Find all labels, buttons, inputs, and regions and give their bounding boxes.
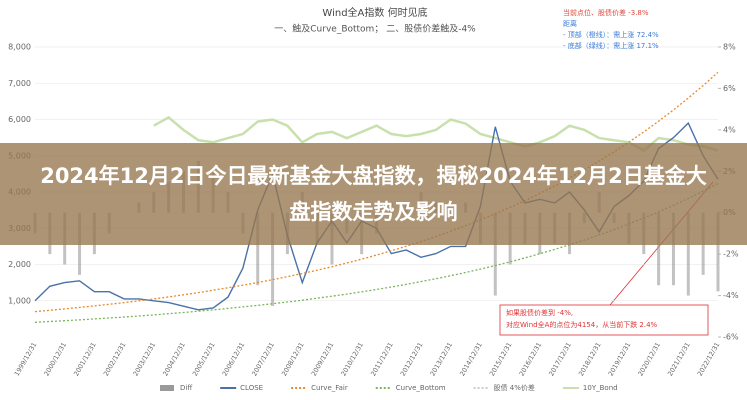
x-tick-label: 2021/12/31: [666, 341, 692, 377]
diff-bar: [271, 212, 275, 306]
y-tick-label: 7,000: [8, 79, 31, 88]
diff-bar: [657, 212, 661, 286]
x-tick-label: 2016/12/31: [518, 341, 544, 377]
diff-bar: [671, 212, 675, 286]
x-tick-label: 2014/12/31: [458, 341, 484, 377]
legend-label: Diff: [180, 384, 192, 392]
y2-tick-label: -4%: [723, 291, 739, 300]
x-tick-label: 2011/12/31: [369, 341, 395, 377]
banner-title: 2024年12月2日今日最新基金大盘指数，揭秘2024年12月2日基金大盘指数走…: [40, 164, 707, 224]
y2-tick-label: 4%: [723, 125, 736, 134]
legend-label: Curve_Fair: [311, 384, 348, 392]
diff-bar: [716, 212, 720, 292]
annotation-text: 距离: [563, 19, 577, 28]
diff-bar: [256, 212, 260, 286]
x-tick-label: 2003/12/31: [132, 341, 158, 377]
legend-label: Curve_Bottom: [396, 384, 446, 392]
x-tick-label: 2009/12/31: [310, 341, 336, 377]
x-tick-label: 2001/12/31: [72, 341, 98, 377]
legend-label: 股债 4%价差: [494, 383, 535, 392]
x-tick-label: 2000/12/31: [42, 341, 68, 377]
legend-label: CLOSE: [240, 384, 263, 392]
diff-bar: [493, 212, 497, 296]
x-tick-label: 1999/12/31: [13, 341, 39, 377]
y2-tick-label: 8%: [723, 43, 736, 52]
legend-label: 10Y_Bond: [583, 384, 618, 392]
chart-title: Wind全A指数 何时见底: [322, 6, 427, 19]
x-tick-label: 2012/12/31: [399, 341, 425, 377]
legend-swatch: [160, 385, 174, 391]
y2-tick-label: -6%: [723, 333, 739, 342]
x-tick-label: 2020/12/31: [636, 341, 662, 377]
y-tick-label: 8,000: [8, 43, 31, 52]
x-tick-label: 2002/12/31: [102, 341, 128, 377]
x-tick-label: 2019/12/31: [607, 341, 633, 377]
x-tick-label: 2022/12/31: [696, 341, 722, 377]
x-tick-label: 2005/12/31: [191, 341, 217, 377]
annotation-box: [499, 304, 709, 336]
y-tick-label: 6,000: [8, 115, 31, 124]
x-tick-label: 2004/12/31: [161, 341, 187, 377]
annotation-text: 当前点位、股债价差 -3.8%: [563, 8, 649, 17]
y-tick-label: 2,000: [8, 260, 31, 269]
y2-tick-label: -2%: [723, 250, 739, 259]
series-line: [153, 115, 719, 153]
chart-subtitle: 一、触及Curve_Bottom； 二、股债价差触及-4%: [274, 23, 476, 35]
banner: 2024年12月2日今日最新基金大盘指数，揭秘2024年12月2日基金大盘指数走…: [0, 143, 747, 245]
annotation-box-text: 如果股债价差到 -4%,: [506, 308, 573, 317]
x-tick-label: 2018/12/31: [577, 341, 603, 377]
x-tick-label: 2015/12/31: [488, 341, 514, 377]
annotation-text: - 底部（绿线）：需上涨 17.1%: [563, 41, 659, 50]
x-tick-label: 2017/12/31: [547, 341, 573, 377]
x-tick-label: 2013/12/31: [429, 341, 455, 377]
y2-tick-label: 6%: [723, 84, 736, 93]
annotation-box-text: 对应Wind全A的点位为4154，从当前下跌 2.4%: [506, 320, 658, 329]
x-tick-label: 2008/12/31: [280, 341, 306, 377]
annotation-text: - 顶部（橙线）：需上涨 72.4%: [563, 30, 659, 39]
diff-bar: [686, 212, 690, 296]
x-tick-label: 2007/12/31: [250, 341, 276, 377]
x-tick-label: 2010/12/31: [339, 341, 365, 377]
x-tick-label: 2006/12/31: [221, 341, 247, 377]
y-tick-label: 1,000: [8, 296, 31, 305]
